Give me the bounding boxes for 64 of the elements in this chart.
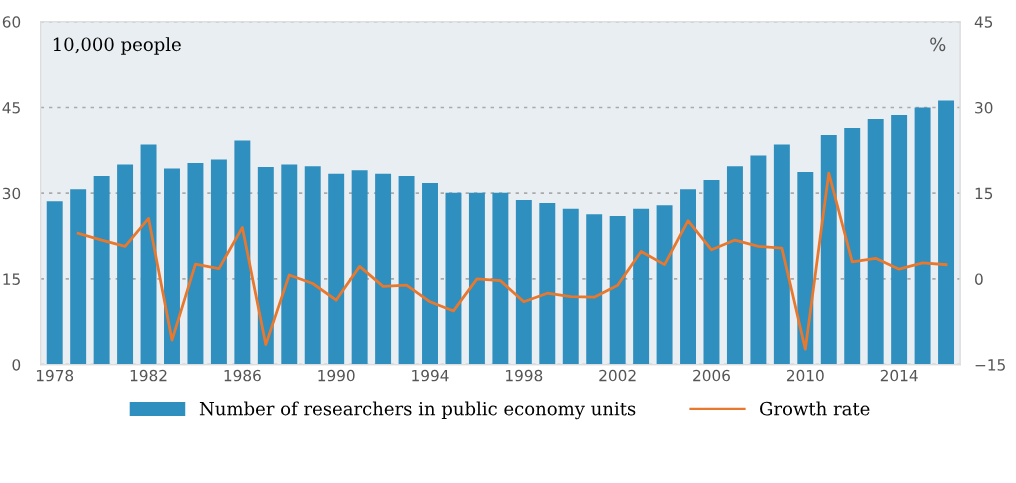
bar xyxy=(586,214,603,365)
x-tick-label: 2014 xyxy=(880,369,918,382)
bar xyxy=(398,176,415,365)
bar xyxy=(210,159,227,365)
y-tick-label: 0 xyxy=(12,359,21,371)
y-tick-label: 15 xyxy=(3,273,20,285)
bar xyxy=(773,144,790,365)
bar xyxy=(351,170,368,365)
y-axis-title: 10,000 people xyxy=(53,37,181,55)
y-tick-label: 45 xyxy=(2,102,20,114)
bar xyxy=(515,200,532,365)
bar xyxy=(375,173,392,365)
line-series xyxy=(76,171,948,351)
bar xyxy=(797,172,814,365)
x-tick-label: 2002 xyxy=(599,369,636,382)
x-tick-label: 2010 xyxy=(786,369,824,382)
bar xyxy=(117,164,134,365)
bar xyxy=(938,100,955,365)
bar xyxy=(492,192,509,365)
bar xyxy=(680,189,696,365)
bar xyxy=(70,189,87,365)
y2-tick-label: 15 xyxy=(975,187,993,200)
x-tick-label: 1998 xyxy=(506,369,543,382)
bar xyxy=(304,166,321,365)
y2-tick-label: 45 xyxy=(974,16,993,28)
bar xyxy=(914,107,931,365)
bar xyxy=(820,134,837,365)
legend-label: Number of researchers in public economy units xyxy=(199,401,636,420)
legend-label: Growth rate xyxy=(760,401,870,416)
bar xyxy=(867,118,884,365)
bar xyxy=(93,176,110,365)
y2-tick-label: 0 xyxy=(975,273,983,285)
bar xyxy=(750,155,767,365)
bar xyxy=(703,180,720,365)
y2-tick-label: −15 xyxy=(975,359,1005,371)
bar xyxy=(633,208,650,365)
bar xyxy=(445,192,462,365)
bar xyxy=(187,162,204,365)
x-tick-label: 1986 xyxy=(224,369,261,382)
bar xyxy=(257,166,274,365)
bar xyxy=(422,182,438,365)
y2-tick-label: 30 xyxy=(975,101,993,114)
y2-axis-title: % xyxy=(930,37,946,52)
bar xyxy=(468,192,485,365)
bar xyxy=(844,128,861,365)
bar xyxy=(562,208,579,365)
x-tick-label: 1978 xyxy=(36,369,74,382)
bar xyxy=(46,201,63,365)
bar xyxy=(234,140,251,365)
bar xyxy=(140,144,157,365)
bar xyxy=(726,166,743,365)
y-tick-label: 30 xyxy=(2,187,21,200)
bar xyxy=(609,216,626,365)
bar xyxy=(656,205,673,365)
y-tick-label: 60 xyxy=(2,16,21,28)
x-tick-label: 1982 xyxy=(130,369,167,382)
x-tick-label: 2006 xyxy=(693,369,730,382)
x-tick-label: 1994 xyxy=(412,369,449,382)
x-tick-label: 1990 xyxy=(318,369,355,382)
bar xyxy=(164,168,180,365)
bar xyxy=(539,202,556,365)
bar xyxy=(891,114,908,365)
bar xyxy=(281,164,298,365)
bar xyxy=(328,173,345,365)
